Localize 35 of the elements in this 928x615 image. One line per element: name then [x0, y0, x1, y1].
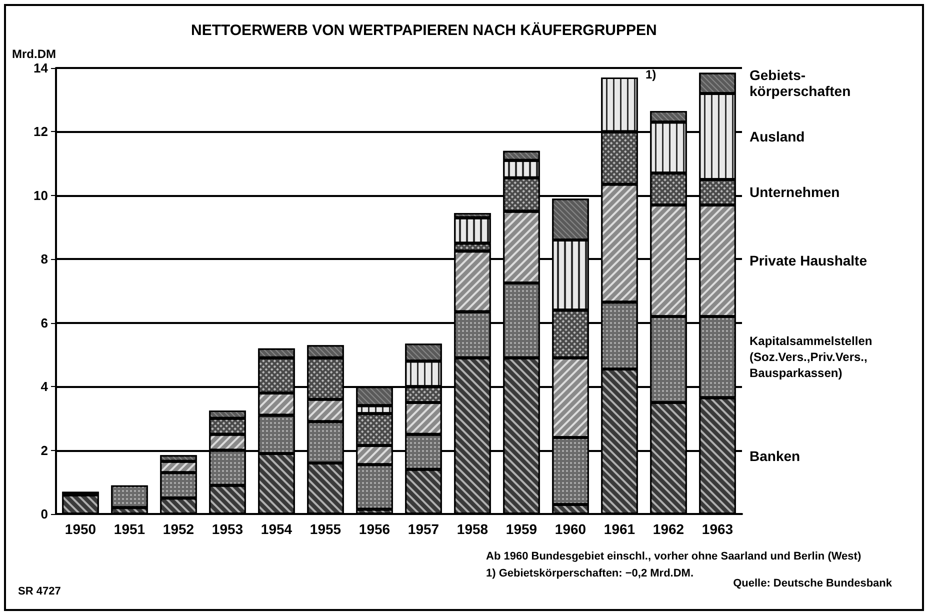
x-tick-label: 1954 [260, 521, 292, 537]
y-tick-label: 0 [40, 506, 48, 522]
x-tick-label: 1950 [64, 521, 96, 537]
y-tick-label: 2 [40, 442, 48, 458]
x-tick-label: 1963 [702, 521, 734, 537]
x-tick-label: 1961 [604, 521, 636, 537]
x-tick-label: 1956 [358, 521, 390, 537]
x-tick-label: 1960 [554, 521, 586, 537]
x-tick-label: 1953 [212, 521, 244, 537]
x-tick-label: 1952 [162, 521, 194, 537]
y-tick-label: 10 [34, 188, 48, 203]
x-tick-label: 1951 [114, 521, 146, 537]
x-tick-label: 1959 [506, 521, 538, 537]
text: SR 4727 [18, 586, 61, 598]
series-label: Kapitalsammelstellen (Soz.Vers.,Priv.Vers., Bausparkassen) [750, 334, 872, 380]
x-tick-label: 1958 [456, 521, 488, 537]
y-tick-label: 4 [40, 379, 49, 394]
series-label: Ausland [750, 128, 805, 144]
series-label: Banken [750, 448, 800, 464]
annotation: 1) [646, 68, 656, 82]
x-tick-label: 1955 [310, 521, 342, 537]
series-label: Gebiets- körperschaften [750, 67, 851, 100]
y-tick-label: 6 [40, 315, 48, 330]
y-tick-label: 12 [34, 124, 48, 140]
chart-title: NETTOERWERB VON WERTPAPIEREN NACH KÄUFERGRUPPEN [191, 22, 657, 39]
source-note: Quelle: Deutsche Bundesbank [733, 578, 893, 590]
y-tick-label: 8 [40, 252, 48, 267]
text: Ab 1960 Bundesgebiet einschl., vorher ohne Saarland und Berlin (West) [486, 550, 862, 562]
x-tick-label: 1962 [652, 521, 684, 537]
x-tick-label: 1957 [408, 521, 440, 537]
series-label: Unternehmen [750, 184, 840, 200]
text: 1) Gebietskörperschaften: −0,2 Mrd.DM. [486, 568, 694, 580]
y-axis-title: Mrd.DM [12, 47, 56, 61]
series-label: Private Haushalte [750, 252, 868, 269]
y-tick-label: 14 [34, 60, 49, 76]
